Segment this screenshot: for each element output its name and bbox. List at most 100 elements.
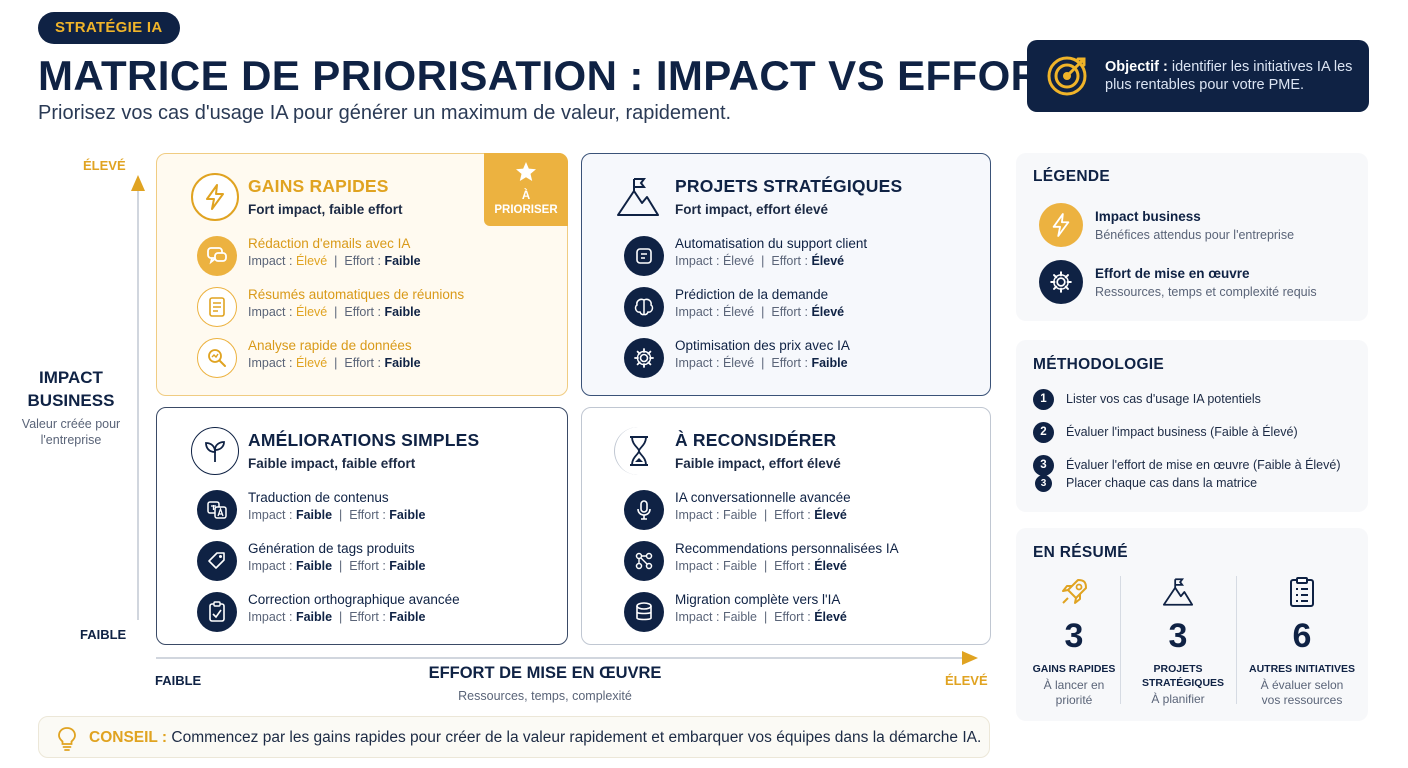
quadrant-title: AMÉLIORATIONS SIMPLES — [248, 430, 480, 450]
item-meta: Impact : Faible | Effort : Faible — [248, 559, 426, 573]
list-item: Recommendations personnalisées IA Impact… — [624, 539, 984, 581]
network-icon — [624, 541, 664, 581]
effort-label: Effort : — [344, 254, 381, 268]
database-icon — [624, 592, 664, 632]
effort-label: Effort : — [349, 559, 386, 573]
item-name: Optimisation des prix avec IA — [675, 338, 850, 353]
x-axis-high: ÉLEVÉ — [945, 673, 988, 688]
effort-label: Effort : — [771, 254, 808, 268]
effort-value: Élevé — [814, 559, 847, 573]
effort-value: Élevé — [811, 254, 845, 268]
step-text: Lister vos cas d'usage IA potentiels — [1066, 392, 1261, 406]
target-icon — [1047, 56, 1087, 96]
magnifier-icon — [197, 338, 237, 378]
quadrant-ameliorations-simples: AMÉLIORATIONS SIMPLES Faible impact, fai… — [156, 407, 568, 645]
item-meta: Impact : Élevé | Effort : Élevé — [675, 305, 845, 319]
quadrant-subtitle: Fort impact, faible effort — [248, 202, 403, 217]
y-axis-label: IMPACT BUSINESS — [27, 368, 115, 410]
methodology-card: MÉTHODOLOGIE 1 Lister vos cas d'usage IA… — [1016, 340, 1368, 512]
translate-icon — [197, 490, 237, 530]
item-name: IA conversationnelle avancée — [675, 490, 851, 505]
impact-label: Impact : — [675, 254, 720, 268]
impact-label: Impact : — [248, 254, 293, 268]
stat-label: AUTRES INITIATIVES — [1249, 663, 1355, 675]
stat-desc: À planifier — [1151, 692, 1205, 706]
document-icon — [197, 287, 237, 327]
stat-label: GAINS RAPIDES — [1032, 663, 1116, 675]
methodology-step: 2 Évaluer l'impact business (Faible à Él… — [1033, 422, 1363, 444]
methodology-step: 3 Évaluer l'effort de mise en œuvre (Fai… — [1033, 455, 1363, 477]
legend-item: Impact business Bénéfices attendus pour … — [1039, 203, 1359, 247]
item-meta: Impact : Élevé | Effort : Faible — [248, 305, 421, 319]
objective-banner: Objectif : identifier les initiatives IA… — [1027, 40, 1369, 112]
badge-label: À PRIORISER — [494, 190, 558, 216]
impact-label: Impact : — [248, 610, 293, 624]
methodology-step: 3 Placer chaque cas dans la matrice — [1033, 475, 1363, 497]
stat-desc: À lancer en priorité — [1043, 678, 1105, 707]
impact-label: Impact : — [675, 356, 720, 370]
quadrant-title: GAINS RAPIDES — [248, 176, 389, 196]
effort-label: Effort : — [349, 610, 386, 624]
item-meta: Impact : Élevé | Effort : Faible — [248, 254, 421, 268]
effort-label: Effort : — [774, 610, 811, 624]
tip-banner: CONSEIL : Commencez par les gains rapide… — [38, 716, 990, 758]
impact-value: Faible — [295, 610, 333, 624]
rocket-icon — [1016, 576, 1132, 608]
step-text: Placer chaque cas dans la matrice — [1066, 476, 1258, 490]
y-axis-title: IMPACT BUSINESS Valeur créée pour l'entr… — [14, 366, 128, 448]
list-item: Automatisation du support client Impact … — [624, 234, 984, 276]
item-name: Automatisation du support client — [675, 236, 868, 251]
step-text: Évaluer l'impact business (Faible à Élev… — [1066, 425, 1298, 439]
stat-number: 6 — [1292, 617, 1312, 655]
impact-value: Élevé — [722, 356, 755, 370]
legend-item-name: Effort de mise en œuvre — [1095, 266, 1250, 281]
quadrant-projets-strategiques: PROJETS STRATÉGIQUES Fort impact, effort… — [581, 153, 991, 396]
impact-value: Élevé — [722, 254, 755, 268]
effort-label: Effort : — [771, 356, 808, 370]
stat-number: 3 — [1064, 617, 1084, 655]
item-name: Analyse rapide de données — [248, 338, 412, 353]
divider — [1120, 576, 1121, 704]
methodology-step: 1 Lister vos cas d'usage IA potentiels — [1033, 389, 1363, 411]
effort-value: Faible — [389, 610, 426, 624]
impact-value: Élevé — [295, 254, 328, 268]
chat-icon — [197, 236, 237, 276]
list-item: IA conversationnelle avancée Impact : Fa… — [624, 488, 984, 530]
step-number: 3 — [1033, 455, 1054, 476]
impact-label: Impact : — [248, 559, 293, 573]
impact-label: Impact : — [675, 559, 720, 573]
item-meta: Impact : Faible | Effort : Élevé — [675, 610, 847, 624]
objective-text: Objectif : identifier les initiatives IA… — [1105, 58, 1369, 94]
lightbulb-icon — [58, 727, 76, 751]
item-name: Traduction de contenus — [248, 490, 389, 505]
list-item: Résumés automatiques de réunions Impact … — [197, 285, 557, 327]
impact-value: Faible — [722, 610, 757, 624]
hourglass-icon — [614, 427, 662, 475]
quadrant-subtitle: Faible impact, faible effort — [248, 456, 416, 471]
lightning-icon — [1039, 203, 1083, 247]
mountain-flag-icon — [1120, 576, 1236, 608]
effort-label: Effort : — [344, 356, 381, 370]
tip-text: CONSEIL : Commencez par les gains rapide… — [89, 729, 981, 747]
page-title: MATRICE DE PRIORISATION : IMPACT VS EFFO… — [38, 52, 1068, 99]
stat-label: PROJETS STRATÉGIQUES — [1142, 663, 1225, 689]
impact-value: Faible — [295, 559, 333, 573]
impact-label: Impact : — [248, 356, 293, 370]
tip-label: CONSEIL : — [89, 729, 168, 746]
impact-label: Impact : — [675, 305, 720, 319]
x-axis-low: FAIBLE — [155, 673, 202, 688]
item-meta: Impact : Faible | Effort : Faible — [248, 508, 426, 522]
summary-stat: 6 AUTRES INITIATIVES À évaluer selon vos… — [1244, 576, 1360, 708]
stat-number: 3 — [1168, 617, 1188, 655]
y-axis-low: FAIBLE — [80, 627, 127, 642]
item-meta: Impact : Faible | Effort : Élevé — [675, 508, 847, 522]
y-axis-high: ÉLEVÉ — [83, 158, 126, 173]
effort-value: Faible — [384, 254, 421, 268]
checklist-icon — [197, 592, 237, 632]
effort-label: Effort : — [771, 305, 808, 319]
impact-label: Impact : — [675, 508, 720, 522]
brain-icon — [624, 287, 664, 327]
item-meta: Impact : Élevé | Effort : Faible — [675, 356, 848, 370]
x-axis-sub: Ressources, temps, complexité — [458, 689, 632, 703]
impact-value: Faible — [295, 508, 333, 522]
